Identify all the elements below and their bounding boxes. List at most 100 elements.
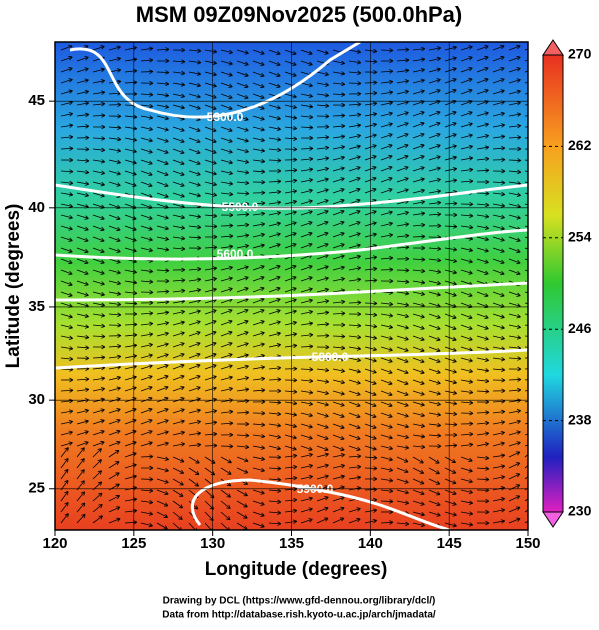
wind-arrow [332,265,345,271]
wind-arrow [316,156,330,161]
wind-arrow [108,312,122,317]
wind-arrow [156,310,170,315]
wind-arrow [492,291,505,298]
wind-arrow [300,452,313,458]
wind-arrow [220,353,233,359]
wind-arrow [188,288,202,293]
wind-arrow [524,126,528,128]
wind-arrow [460,313,473,320]
wind-arrow [172,363,185,370]
wind-arrow [76,377,90,382]
wind-arrow [412,257,426,262]
wind-arrow [332,166,345,172]
wind-arrow [476,202,490,208]
wind-arrow [204,266,218,271]
wind-arrow [220,126,233,133]
wind-arrow [92,159,106,164]
wind-arrow [220,287,233,293]
wind-arrow [156,353,169,359]
wind-arrow [348,464,362,470]
wind-arrow [236,331,249,337]
wind-arrow [300,298,313,304]
wind-arrow [252,126,265,132]
wind-arrow [140,236,153,242]
wind-arrow [140,332,154,337]
wind-arrow [108,214,121,221]
wind-arrow [428,223,442,229]
wind-arrow [284,453,298,459]
wind-arrow [156,148,169,154]
wind-arrow [284,320,297,326]
wind-arrow [460,421,474,427]
wind-arrow [316,242,329,249]
wind-arrow [140,441,153,447]
wind-arrow [284,464,298,470]
wind-arrow [268,434,282,440]
wind-arrow [524,48,528,51]
wind-arrow [204,397,217,403]
wind-arrow [364,434,377,440]
wind-arrow [252,201,266,206]
wind-arrow [108,236,121,243]
wind-arrow [252,115,265,121]
wind-arrow [140,385,153,392]
wind-arrow [492,203,506,208]
wind-arrow [460,324,473,331]
wind-arrow [76,269,89,276]
wind-arrow [172,511,183,520]
wind-arrow [268,104,281,110]
wind-arrow [156,236,169,242]
wind-arrow [508,67,521,73]
wind-arrow [76,313,89,319]
wind-arrow [220,191,234,197]
wind-arrow [188,104,201,110]
wind-arrow [60,409,74,414]
wind-arrow [252,190,266,195]
wind-arrow [348,187,361,194]
wind-arrow [348,81,362,86]
wind-arrow [204,245,218,250]
wind-arrow [396,401,409,407]
wind-arrow [428,443,442,449]
wind-arrow [108,247,121,253]
wind-arrow [332,209,345,216]
wind-arrow [380,154,393,161]
wind-arrow [236,376,250,381]
wind-arrow [220,375,233,381]
wind-arrow [476,55,489,62]
wind-arrow [412,222,426,228]
wind-arrow [524,148,528,150]
wind-arrow [380,368,393,375]
wind-arrow [428,478,441,485]
wind-arrow [108,159,121,165]
wind-arrow [524,509,528,513]
wind-arrow [108,344,122,349]
contour-line [55,281,528,302]
wind-arrow [316,276,329,282]
wind-arrow [316,367,330,373]
wind-arrow [492,55,505,62]
wind-arrow [76,124,90,129]
wind-arrow [396,89,409,95]
wind-arrow [508,78,521,84]
wind-arrow [380,434,393,440]
wind-arrow [380,100,393,106]
wind-arrow [460,500,474,505]
wind-arrow [220,148,233,154]
wind-arrow [492,236,505,242]
wind-arrow [220,212,234,218]
wind-arrow [332,188,345,194]
wind-arrow [268,147,282,153]
wind-arrow [412,390,425,396]
wind-arrow [428,246,442,252]
wind-arrow [428,269,442,274]
wind-arrow [92,430,105,436]
wind-arrow [332,177,345,183]
wind-arrow [364,155,377,161]
wind-arrow [140,522,153,528]
wind-arrow [60,169,74,174]
wind-arrow [332,368,346,373]
wind-arrow [396,143,409,150]
wind-arrow [268,60,281,67]
wind-arrow [268,477,282,482]
